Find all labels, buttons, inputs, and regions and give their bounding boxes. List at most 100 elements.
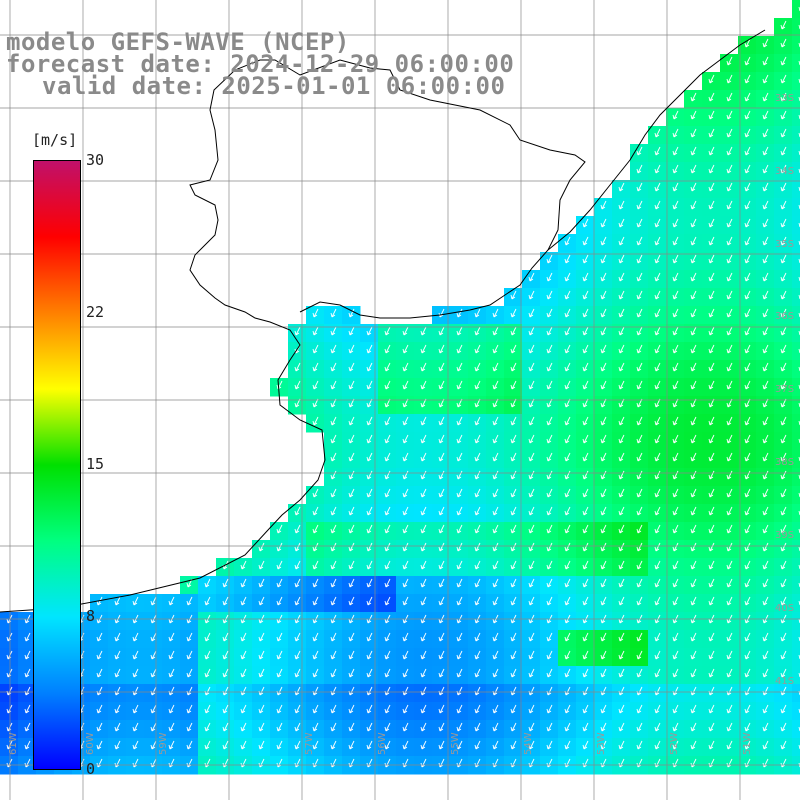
wind-arrow xyxy=(582,542,589,552)
wind-arrow xyxy=(636,560,643,570)
wind-arrow xyxy=(528,542,535,552)
wind-arrow xyxy=(528,506,535,516)
wind-arrow xyxy=(510,344,517,354)
wind-arrow xyxy=(744,146,751,156)
wind-arrow xyxy=(672,560,679,570)
wind-arrow xyxy=(618,272,625,282)
wind-arrow xyxy=(690,434,697,444)
wind-arrow xyxy=(780,74,787,84)
wind-arrow xyxy=(384,704,391,714)
wind-arrow xyxy=(96,632,103,642)
wind-arrow xyxy=(744,272,751,282)
wind-arrow xyxy=(294,524,301,534)
wind-arrow xyxy=(762,74,769,84)
speed-cell xyxy=(792,720,800,739)
wind-arrow xyxy=(744,254,751,264)
wind-arrow xyxy=(546,650,553,660)
wind-arrow xyxy=(654,128,661,138)
wind-arrow xyxy=(600,578,607,588)
wind-arrow xyxy=(312,578,319,588)
wind-arrow xyxy=(564,362,571,372)
wind-arrow xyxy=(240,740,247,750)
wind-arrow xyxy=(780,578,787,588)
wind-arrow xyxy=(636,722,643,732)
wind-arrow xyxy=(492,326,499,336)
wind-arrow xyxy=(582,362,589,372)
wind-arrow xyxy=(330,596,337,606)
wind-arrow xyxy=(456,434,463,444)
wind-arrow xyxy=(582,596,589,606)
wind-arrow xyxy=(726,74,733,84)
wind-arrow xyxy=(546,326,553,336)
wind-arrow xyxy=(348,470,355,480)
wind-arrow xyxy=(762,578,769,588)
speed-cell xyxy=(792,396,800,415)
wind-arrow xyxy=(690,470,697,480)
wind-arrow xyxy=(744,470,751,480)
speed-cell xyxy=(792,738,800,757)
wind-arrow xyxy=(312,632,319,642)
wind-arrow xyxy=(312,326,319,336)
wind-arrow xyxy=(582,668,589,678)
wind-arrow xyxy=(456,542,463,552)
wind-arrow xyxy=(510,704,517,714)
wind-arrow xyxy=(438,632,445,642)
wind-arrow xyxy=(492,722,499,732)
wind-arrow xyxy=(690,524,697,534)
wind-arrow xyxy=(420,740,427,750)
wind-arrow xyxy=(348,308,355,318)
wind-arrow xyxy=(510,632,517,642)
wind-arrow xyxy=(564,326,571,336)
wind-arrow xyxy=(582,740,589,750)
wind-arrow xyxy=(564,506,571,516)
wind-arrow xyxy=(672,110,679,120)
wind-arrow xyxy=(456,344,463,354)
wind-arrow xyxy=(528,488,535,498)
wind-arrow xyxy=(96,722,103,732)
wind-arrow xyxy=(546,470,553,480)
wind-arrow xyxy=(726,596,733,606)
wind-arrow xyxy=(582,326,589,336)
wind-arrow xyxy=(636,362,643,372)
wind-arrow xyxy=(330,488,337,498)
wind-arrow xyxy=(708,200,715,210)
wind-arrow xyxy=(708,128,715,138)
wind-arrow xyxy=(528,650,535,660)
wind-arrow xyxy=(780,380,787,390)
wind-arrow xyxy=(546,596,553,606)
wind-arrow xyxy=(600,416,607,426)
wind-arrow xyxy=(330,362,337,372)
wind-arrow xyxy=(726,344,733,354)
wind-arrow xyxy=(132,650,139,660)
wind-arrow xyxy=(762,632,769,642)
wind-arrow xyxy=(744,488,751,498)
wind-arrow xyxy=(762,164,769,174)
wind-arrow xyxy=(438,650,445,660)
wind-arrow xyxy=(510,650,517,660)
wind-arrow xyxy=(384,470,391,480)
wind-arrow xyxy=(132,632,139,642)
wind-arrow xyxy=(762,650,769,660)
wind-arrow xyxy=(348,488,355,498)
wind-arrow xyxy=(312,704,319,714)
wind-arrow xyxy=(672,272,679,282)
wind-arrow xyxy=(762,740,769,750)
wind-arrow xyxy=(690,542,697,552)
wind-arrow xyxy=(708,470,715,480)
wind-arrow xyxy=(564,380,571,390)
wind-arrow xyxy=(708,650,715,660)
wind-arrow xyxy=(456,704,463,714)
lon-label: 57W xyxy=(304,732,315,755)
wind-arrow xyxy=(582,632,589,642)
wind-arrow xyxy=(330,722,337,732)
wind-arrow xyxy=(600,506,607,516)
wind-arrow xyxy=(726,650,733,660)
wind-arrow xyxy=(780,632,787,642)
wind-arrow xyxy=(294,596,301,606)
wind-arrow xyxy=(618,650,625,660)
wind-arrow xyxy=(654,272,661,282)
wind-arrow xyxy=(240,668,247,678)
wind-arrow xyxy=(672,416,679,426)
wind-arrow xyxy=(474,362,481,372)
wind-arrow xyxy=(618,326,625,336)
